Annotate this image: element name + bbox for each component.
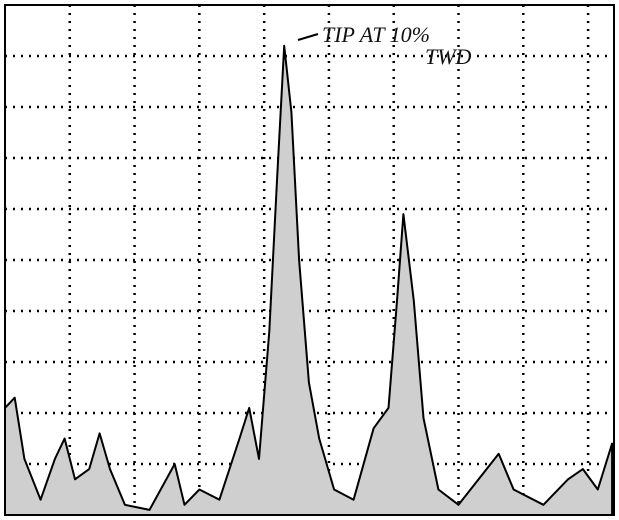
annotation: TWD	[425, 44, 472, 69]
annotation: TIP AT 10%	[322, 22, 430, 47]
scope-trace: TIP AT 10% TWD	[0, 0, 619, 520]
